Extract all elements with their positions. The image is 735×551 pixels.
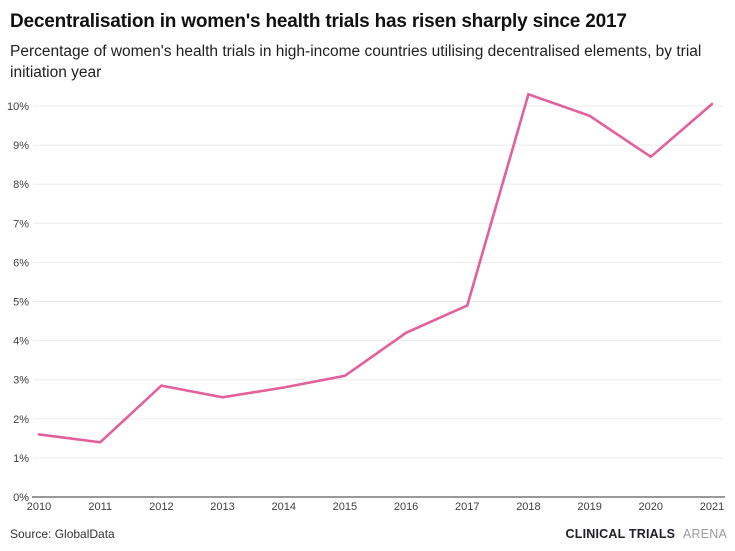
- y-tick-label: 6%: [13, 257, 29, 269]
- y-tick-label: 7%: [13, 218, 29, 230]
- chart-title: Decentralisation in women's health trial…: [10, 11, 627, 32]
- x-tick-label: 2021: [700, 501, 724, 513]
- x-tick-label: 2019: [577, 501, 601, 513]
- x-tick-label: 2020: [639, 501, 663, 513]
- data-line: [37, 92, 714, 444]
- x-tick-label: 2012: [149, 501, 173, 513]
- x-tick-label: 2013: [210, 501, 234, 513]
- y-tick-label: 5%: [13, 297, 29, 309]
- brand-primary: CLINICAL TRIALS: [565, 527, 676, 541]
- brand-secondary: ARENA: [682, 527, 727, 541]
- line-chart: 0% 1% 2% 3% 4% 5% 6% 7% 8% 9% 10% 2010 2011 2012 2013 2…: [0, 85, 735, 520]
- y-tick-label: 9%: [13, 140, 29, 152]
- x-tick-label: 2011: [88, 501, 112, 513]
- x-tick-label: 2015: [333, 501, 357, 513]
- y-tick-label: 1%: [13, 453, 29, 465]
- x-tick-label: 2010: [27, 501, 51, 513]
- x-tick-label: 2014: [271, 501, 295, 513]
- y-tick-label: 10%: [7, 101, 29, 113]
- x-tick-label: 2018: [516, 501, 540, 513]
- x-tick-label: 2017: [455, 501, 479, 513]
- chart-subtitle: Percentage of women's health trials in h…: [10, 43, 702, 81]
- chart-footer: Source: GlobalData CLINICAL TRIALS ARENA: [10, 527, 727, 541]
- line-chart-svg: 0% 1% 2% 3% 4% 5% 6% 7% 8% 9% 10% 2010 2011 2012 2013 2…: [7, 92, 725, 513]
- y-tick-label: 2%: [13, 414, 29, 426]
- y-tick-label: 4%: [13, 336, 29, 348]
- source-note: Source: GlobalData: [10, 527, 115, 541]
- y-tick-label: 0%: [13, 492, 29, 504]
- y-tick-label: 3%: [13, 375, 29, 387]
- brand-logo: CLINICAL TRIALS ARENA: [566, 527, 727, 541]
- x-tick-label: 2016: [394, 501, 418, 513]
- y-tick-label: 8%: [13, 179, 29, 191]
